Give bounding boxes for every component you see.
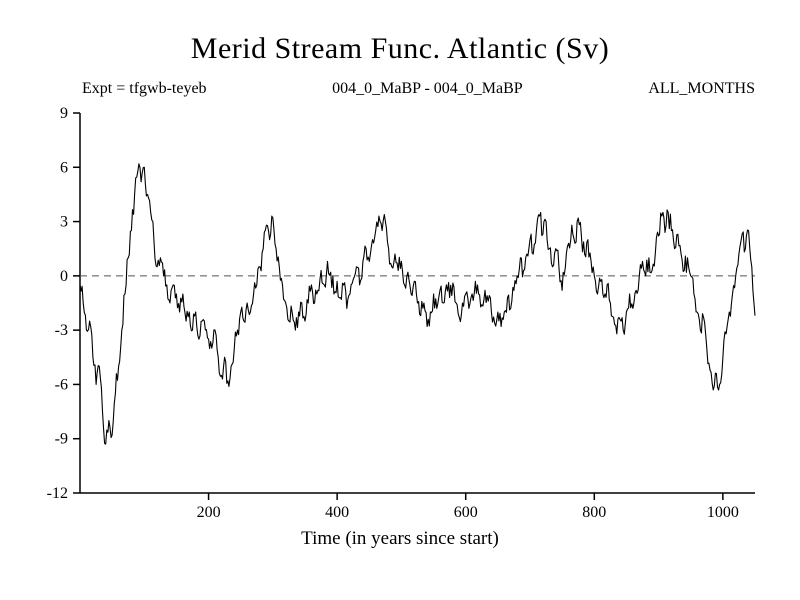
timeseries-line [79,163,756,445]
x-axis-title: Time (in years since start) [301,528,499,549]
x-tick-label: 800 [582,504,606,521]
y-tick-label: -3 [55,322,68,339]
x-tick-label: 600 [454,504,478,521]
experiment-label: Expt = tfgwb-teyeb [82,80,207,97]
variable-expression-label: 004_0_MaBP - 004_0_MaBP [332,80,523,97]
y-tick-label: 0 [60,268,68,285]
y-tick-label: -9 [55,431,68,448]
y-tick-label: 3 [60,214,68,231]
months-label: ALL_MONTHS [648,80,755,97]
y-tick-label: -12 [47,485,68,502]
chart-title: Merid Stream Func. Atlantic (Sv) [190,32,610,65]
y-tick-label: 6 [60,159,68,176]
x-tick-label: 200 [197,504,221,521]
y-tick-label: -6 [55,376,68,393]
y-tick-label: 9 [60,105,68,122]
timeseries-plot: 9 6 3 0 -3 -6 -9 -12 200 400 600 800 1000 [47,105,756,521]
x-tick-label: 1000 [707,504,739,521]
chart-subtitle-row: Expt = tfgwb-teyeb 004_0_MaBP - 004_0_Ma… [82,80,755,98]
x-tick-label: 400 [325,504,349,521]
